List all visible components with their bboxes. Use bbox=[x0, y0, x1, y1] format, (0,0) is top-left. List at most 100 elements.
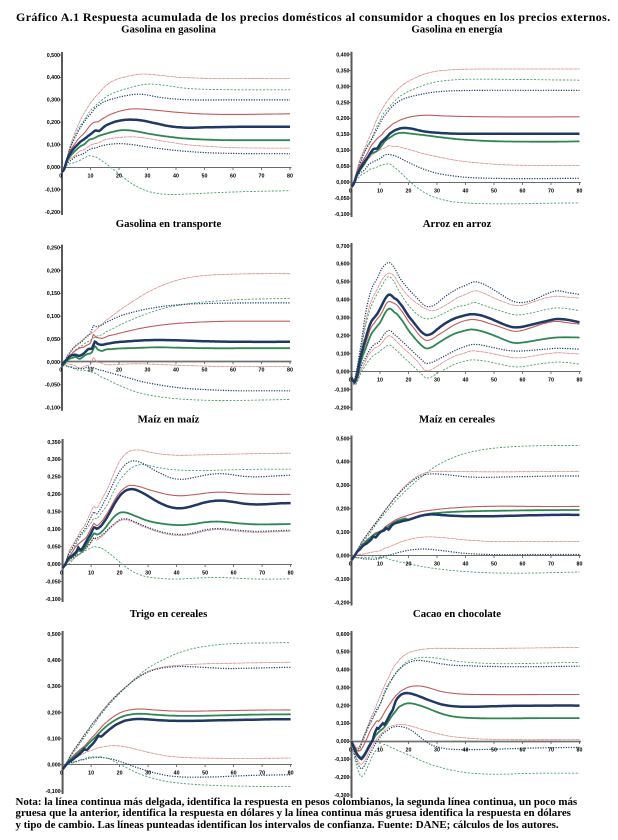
svg-text:70: 70 bbox=[259, 367, 265, 373]
svg-text:40: 40 bbox=[463, 188, 469, 194]
svg-text:0,300: 0,300 bbox=[47, 98, 60, 104]
svg-text:40: 40 bbox=[173, 173, 179, 179]
svg-text:20: 20 bbox=[116, 367, 122, 373]
svg-text:-0,100: -0,100 bbox=[45, 187, 60, 193]
svg-text:30: 30 bbox=[145, 367, 151, 373]
svg-text:20: 20 bbox=[117, 770, 123, 776]
svg-text:0: 0 bbox=[349, 377, 352, 383]
svg-text:10: 10 bbox=[88, 173, 94, 179]
svg-text:70: 70 bbox=[548, 561, 554, 567]
svg-text:0: 0 bbox=[59, 367, 62, 373]
svg-text:20: 20 bbox=[117, 570, 123, 576]
svg-text:Arroz en arroz: Arroz en arroz bbox=[423, 218, 492, 230]
svg-text:-0,300: -0,300 bbox=[334, 793, 349, 799]
svg-text:0,100: 0,100 bbox=[336, 721, 349, 727]
svg-text:10: 10 bbox=[88, 770, 94, 776]
svg-text:20: 20 bbox=[116, 173, 122, 179]
svg-text:0,300: 0,300 bbox=[336, 316, 349, 322]
svg-text:0,150: 0,150 bbox=[47, 510, 60, 516]
svg-text:0,400: 0,400 bbox=[336, 668, 349, 674]
svg-text:0,200: 0,200 bbox=[47, 120, 60, 126]
svg-text:0,100: 0,100 bbox=[336, 352, 349, 358]
svg-text:0,300: 0,300 bbox=[336, 483, 349, 489]
svg-text:0,700: 0,700 bbox=[336, 244, 349, 250]
svg-text:-0,200: -0,200 bbox=[334, 405, 349, 411]
svg-text:0,000: 0,000 bbox=[336, 553, 349, 559]
svg-text:50: 50 bbox=[491, 747, 497, 753]
svg-text:60: 60 bbox=[231, 570, 237, 576]
svg-text:0,500: 0,500 bbox=[47, 53, 60, 59]
svg-text:0: 0 bbox=[349, 188, 352, 194]
svg-text:Maíz en maíz: Maíz en maíz bbox=[138, 413, 200, 425]
svg-text:-0,050: -0,050 bbox=[45, 383, 60, 389]
svg-text:Trigo en cereales: Trigo en cereales bbox=[130, 608, 208, 620]
svg-text:-0,100: -0,100 bbox=[45, 406, 60, 412]
svg-text:60: 60 bbox=[520, 377, 526, 383]
svg-text:0,250: 0,250 bbox=[47, 245, 60, 251]
svg-text:70: 70 bbox=[259, 770, 265, 776]
svg-text:0,150: 0,150 bbox=[336, 132, 349, 138]
svg-text:10: 10 bbox=[377, 188, 383, 194]
svg-text:70: 70 bbox=[548, 377, 554, 383]
svg-text:0,500: 0,500 bbox=[47, 632, 60, 638]
svg-text:0,000: 0,000 bbox=[336, 739, 349, 745]
svg-text:0,600: 0,600 bbox=[336, 262, 349, 268]
svg-text:0,000: 0,000 bbox=[336, 369, 349, 375]
svg-text:0,350: 0,350 bbox=[47, 440, 60, 446]
svg-text:-0,200: -0,200 bbox=[45, 210, 60, 216]
svg-text:30: 30 bbox=[434, 561, 440, 567]
svg-text:80: 80 bbox=[577, 747, 583, 753]
svg-text:0: 0 bbox=[349, 561, 352, 567]
svg-text:40: 40 bbox=[174, 570, 180, 576]
svg-text:0,050: 0,050 bbox=[47, 337, 60, 343]
svg-text:40: 40 bbox=[463, 377, 469, 383]
svg-text:40: 40 bbox=[174, 770, 180, 776]
svg-text:50: 50 bbox=[491, 188, 497, 194]
svg-text:0,200: 0,200 bbox=[336, 334, 349, 340]
svg-text:-0,100: -0,100 bbox=[334, 757, 349, 763]
svg-text:0,300: 0,300 bbox=[336, 686, 349, 692]
svg-text:60: 60 bbox=[520, 561, 526, 567]
svg-text:0,050: 0,050 bbox=[47, 545, 60, 551]
svg-text:0,600: 0,600 bbox=[336, 632, 349, 638]
svg-text:0,200: 0,200 bbox=[47, 492, 60, 498]
svg-text:30: 30 bbox=[145, 770, 151, 776]
svg-text:80: 80 bbox=[287, 173, 293, 179]
svg-text:80: 80 bbox=[288, 570, 294, 576]
svg-text:50: 50 bbox=[202, 367, 208, 373]
svg-text:0,500: 0,500 bbox=[336, 280, 349, 286]
svg-text:0,000: 0,000 bbox=[47, 360, 60, 366]
svg-text:20: 20 bbox=[406, 377, 412, 383]
svg-text:Gasolina en transporte: Gasolina en transporte bbox=[116, 218, 222, 230]
svg-text:60: 60 bbox=[520, 188, 526, 194]
svg-text:0,400: 0,400 bbox=[47, 658, 60, 664]
svg-text:0,400: 0,400 bbox=[336, 298, 349, 304]
svg-text:10: 10 bbox=[88, 367, 94, 373]
svg-text:60: 60 bbox=[520, 747, 526, 753]
svg-text:0,000: 0,000 bbox=[47, 763, 60, 769]
svg-text:50: 50 bbox=[202, 770, 208, 776]
svg-text:-0,100: -0,100 bbox=[334, 577, 349, 583]
svg-text:20: 20 bbox=[406, 561, 412, 567]
svg-text:70: 70 bbox=[259, 173, 265, 179]
svg-text:0,200: 0,200 bbox=[336, 116, 349, 122]
svg-text:40: 40 bbox=[463, 561, 469, 567]
svg-text:30: 30 bbox=[145, 570, 151, 576]
svg-text:Cacao en chocolate: Cacao en chocolate bbox=[413, 608, 501, 620]
svg-text:0,300: 0,300 bbox=[47, 457, 60, 463]
svg-text:20: 20 bbox=[406, 188, 412, 194]
svg-text:-0,100: -0,100 bbox=[334, 387, 349, 393]
svg-text:0,200: 0,200 bbox=[336, 507, 349, 513]
svg-text:80: 80 bbox=[577, 561, 583, 567]
svg-text:-0,050: -0,050 bbox=[334, 196, 349, 202]
svg-text:0,100: 0,100 bbox=[47, 527, 60, 533]
svg-text:0,150: 0,150 bbox=[47, 291, 60, 297]
svg-text:10: 10 bbox=[377, 747, 383, 753]
svg-text:50: 50 bbox=[491, 377, 497, 383]
svg-text:0,100: 0,100 bbox=[47, 314, 60, 320]
svg-text:70: 70 bbox=[259, 570, 265, 576]
svg-text:0,100: 0,100 bbox=[47, 143, 60, 149]
svg-text:0,200: 0,200 bbox=[336, 703, 349, 709]
svg-text:30: 30 bbox=[145, 173, 151, 179]
svg-text:0,100: 0,100 bbox=[47, 737, 60, 743]
